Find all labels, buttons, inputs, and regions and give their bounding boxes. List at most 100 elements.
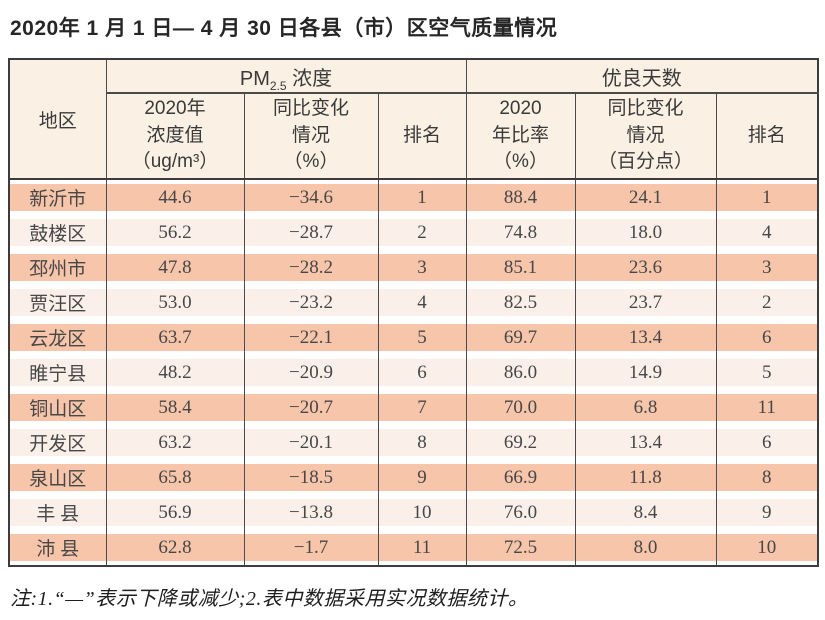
pm-value-cell: 65.8 (105, 460, 245, 495)
pm25-subscript: 2.5 (269, 78, 287, 93)
region-column-header: 地区 (8, 59, 107, 180)
gd-rank-cell: 2 (715, 285, 819, 320)
gd-change-cell: 24.1 (574, 179, 717, 215)
pm-rank-cell: 1 (377, 179, 467, 215)
pm-value-cell: 47.8 (105, 250, 245, 285)
pm-rank-cell: 11 (377, 530, 467, 566)
pm-change-cell: −18.5 (243, 460, 379, 495)
gd-ratio-cell: 74.8 (465, 215, 576, 250)
table-row: 泉山区 65.8 −18.5 9 66.9 11.8 8 (8, 460, 819, 495)
table-row: 丰 县 56.9 −13.8 10 76.0 8.4 9 (8, 495, 819, 530)
pm-value-cell: 44.6 (105, 179, 245, 215)
table-row: 沛 县 62.8 −1.7 11 72.5 8.0 10 (8, 530, 819, 566)
gd-rank-cell: 9 (715, 495, 819, 530)
pm-change-cell: −20.1 (243, 425, 379, 460)
gd-ratio-cell: 66.9 (465, 460, 576, 495)
gd-ratio-column-header: 2020 年比率 （%） (465, 93, 576, 180)
table-row: 邳州市 47.8 −28.2 3 85.1 23.6 3 (8, 250, 819, 285)
pm-rank-cell: 4 (377, 285, 467, 320)
pm-change-cell: −28.2 (243, 250, 379, 285)
table-row: 云龙区 63.7 −22.1 5 69.7 13.4 6 (8, 320, 819, 355)
footnote: 注:1.“—”表示下降或减少;2.表中数据采用实况数据统计。 (10, 588, 529, 610)
pm-change-cell: −23.2 (243, 285, 379, 320)
region-cell: 铜山区 (8, 390, 107, 425)
pm-change-cell: −20.9 (243, 355, 379, 390)
gd-rank-cell: 4 (715, 215, 819, 250)
gd-ratio-cell: 88.4 (465, 179, 576, 215)
table-row: 新沂市 44.6 −34.6 1 88.4 24.1 1 (8, 179, 819, 215)
gd-ratio-cell: 85.1 (465, 250, 576, 285)
pm-change-cell: −1.7 (243, 530, 379, 566)
pm-rank-cell: 7 (377, 390, 467, 425)
pm-value-cell: 56.9 (105, 495, 245, 530)
gd-change-cell: 13.4 (574, 320, 717, 355)
air-quality-table: 地区 PM2.5 浓度 优良天数 2020年 浓度值 （ug/m³） 同比变化 … (8, 58, 820, 567)
region-cell: 新沂市 (8, 179, 107, 215)
pm25-group-header: PM2.5 浓度 (105, 59, 467, 94)
region-cell: 云龙区 (8, 320, 107, 355)
gd-ratio-cell: 86.0 (465, 355, 576, 390)
pm-rank-cell: 10 (377, 495, 467, 530)
pm-change-cell: −28.7 (243, 215, 379, 250)
page-title: 2020年 1 月 1 日— 4 月 30 日各县（市）区空气质量情况 (10, 17, 558, 40)
group-header-row: 地区 PM2.5 浓度 优良天数 (8, 59, 819, 180)
pm-change-cell: −13.8 (243, 495, 379, 530)
gd-change-cell: 13.4 (574, 425, 717, 460)
pm-change-cell: −34.6 (243, 179, 379, 215)
gd-rank-cell: 11 (715, 390, 819, 425)
table-row: 铜山区 58.4 −20.7 7 70.0 6.8 11 (8, 390, 819, 425)
region-cell: 沛 县 (8, 530, 107, 566)
gd-rank-cell: 5 (715, 355, 819, 390)
table-row: 鼓楼区 56.2 −28.7 2 74.8 18.0 4 (8, 215, 819, 250)
pm-change-cell: −20.7 (243, 390, 379, 425)
pm-rank-cell: 2 (377, 215, 467, 250)
gd-rank-cell: 10 (715, 530, 819, 566)
gd-change-cell: 8.4 (574, 495, 717, 530)
gd-rank-cell: 3 (715, 250, 819, 285)
pm-value-cell: 63.2 (105, 425, 245, 460)
pm-change-cell: −22.1 (243, 320, 379, 355)
pm-value-cell: 62.8 (105, 530, 245, 566)
gd-change-cell: 8.0 (574, 530, 717, 566)
table-row: 贾汪区 53.0 −23.2 4 82.5 23.7 2 (8, 285, 819, 320)
pm-value-column-header: 2020年 浓度值 （ug/m³） (105, 93, 245, 180)
pm25-label-prefix: PM (239, 67, 270, 90)
pm-rank-cell: 6 (377, 355, 467, 390)
pm-value-cell: 48.2 (105, 355, 245, 390)
region-cell: 开发区 (8, 425, 107, 460)
gd-ratio-cell: 76.0 (465, 495, 576, 530)
gd-ratio-cell: 72.5 (465, 530, 576, 566)
pm-value-cell: 63.7 (105, 320, 245, 355)
pm-rank-cell: 5 (377, 320, 467, 355)
gd-rank-cell: 8 (715, 460, 819, 495)
pm-rank-cell: 8 (377, 425, 467, 460)
gd-change-cell: 23.7 (574, 285, 717, 320)
gd-rank-column-header: 排名 (715, 93, 819, 180)
gd-rank-cell: 1 (715, 179, 819, 215)
pm-value-cell: 58.4 (105, 390, 245, 425)
gd-change-cell: 18.0 (574, 215, 717, 250)
pm-value-cell: 56.2 (105, 215, 245, 250)
gd-change-cell: 11.8 (574, 460, 717, 495)
region-cell: 邳州市 (8, 250, 107, 285)
region-cell: 贾汪区 (8, 285, 107, 320)
gd-ratio-cell: 82.5 (465, 285, 576, 320)
gd-change-cell: 23.6 (574, 250, 717, 285)
good-days-group-header: 优良天数 (465, 59, 819, 94)
gd-ratio-cell: 69.7 (465, 320, 576, 355)
pm-rank-cell: 3 (377, 250, 467, 285)
pm-rank-column-header: 排名 (377, 93, 467, 180)
region-cell: 鼓楼区 (8, 215, 107, 250)
pm-rank-cell: 9 (377, 460, 467, 495)
gd-change-cell: 14.9 (574, 355, 717, 390)
region-cell: 睢宁县 (8, 355, 107, 390)
gd-ratio-cell: 69.2 (465, 425, 576, 460)
gd-rank-cell: 6 (715, 320, 819, 355)
region-cell: 泉山区 (8, 460, 107, 495)
gd-change-cell: 6.8 (574, 390, 717, 425)
pm25-label-suffix: 浓度 (286, 67, 333, 90)
gd-change-column-header: 同比变化 情况 （百分点） (574, 93, 717, 180)
sub-header-row: 2020年 浓度值 （ug/m³） 同比变化 情况 （%） 排名 2020 年比… (9, 93, 819, 180)
pm-value-cell: 53.0 (105, 285, 245, 320)
